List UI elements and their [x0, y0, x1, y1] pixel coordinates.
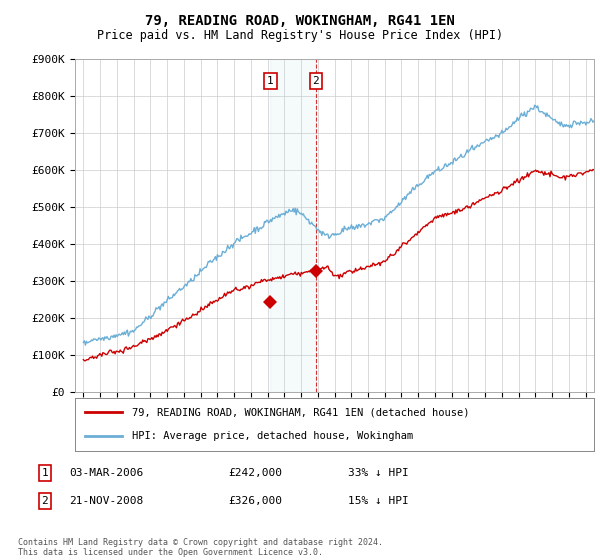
Text: 33% ↓ HPI: 33% ↓ HPI [348, 468, 409, 478]
Text: Price paid vs. HM Land Registry's House Price Index (HPI): Price paid vs. HM Land Registry's House … [97, 29, 503, 42]
Text: 79, READING ROAD, WOKINGHAM, RG41 1EN (detached house): 79, READING ROAD, WOKINGHAM, RG41 1EN (d… [132, 408, 470, 418]
Bar [271, 59, 316, 392]
Text: £326,000: £326,000 [228, 496, 282, 506]
Text: Contains HM Land Registry data © Crown copyright and database right 2024.
This d: Contains HM Land Registry data © Crown c… [18, 538, 383, 557]
Text: 2: 2 [313, 76, 319, 86]
Text: 21-NOV-2008: 21-NOV-2008 [69, 496, 143, 506]
Text: 1: 1 [267, 76, 274, 86]
Text: HPI: Average price, detached house, Wokingham: HPI: Average price, detached house, Woki… [132, 431, 413, 441]
Text: 2: 2 [41, 496, 49, 506]
Text: £242,000: £242,000 [228, 468, 282, 478]
Text: 1: 1 [41, 468, 49, 478]
Text: 79, READING ROAD, WOKINGHAM, RG41 1EN: 79, READING ROAD, WOKINGHAM, RG41 1EN [145, 14, 455, 28]
Text: 15% ↓ HPI: 15% ↓ HPI [348, 496, 409, 506]
Text: 03-MAR-2006: 03-MAR-2006 [69, 468, 143, 478]
